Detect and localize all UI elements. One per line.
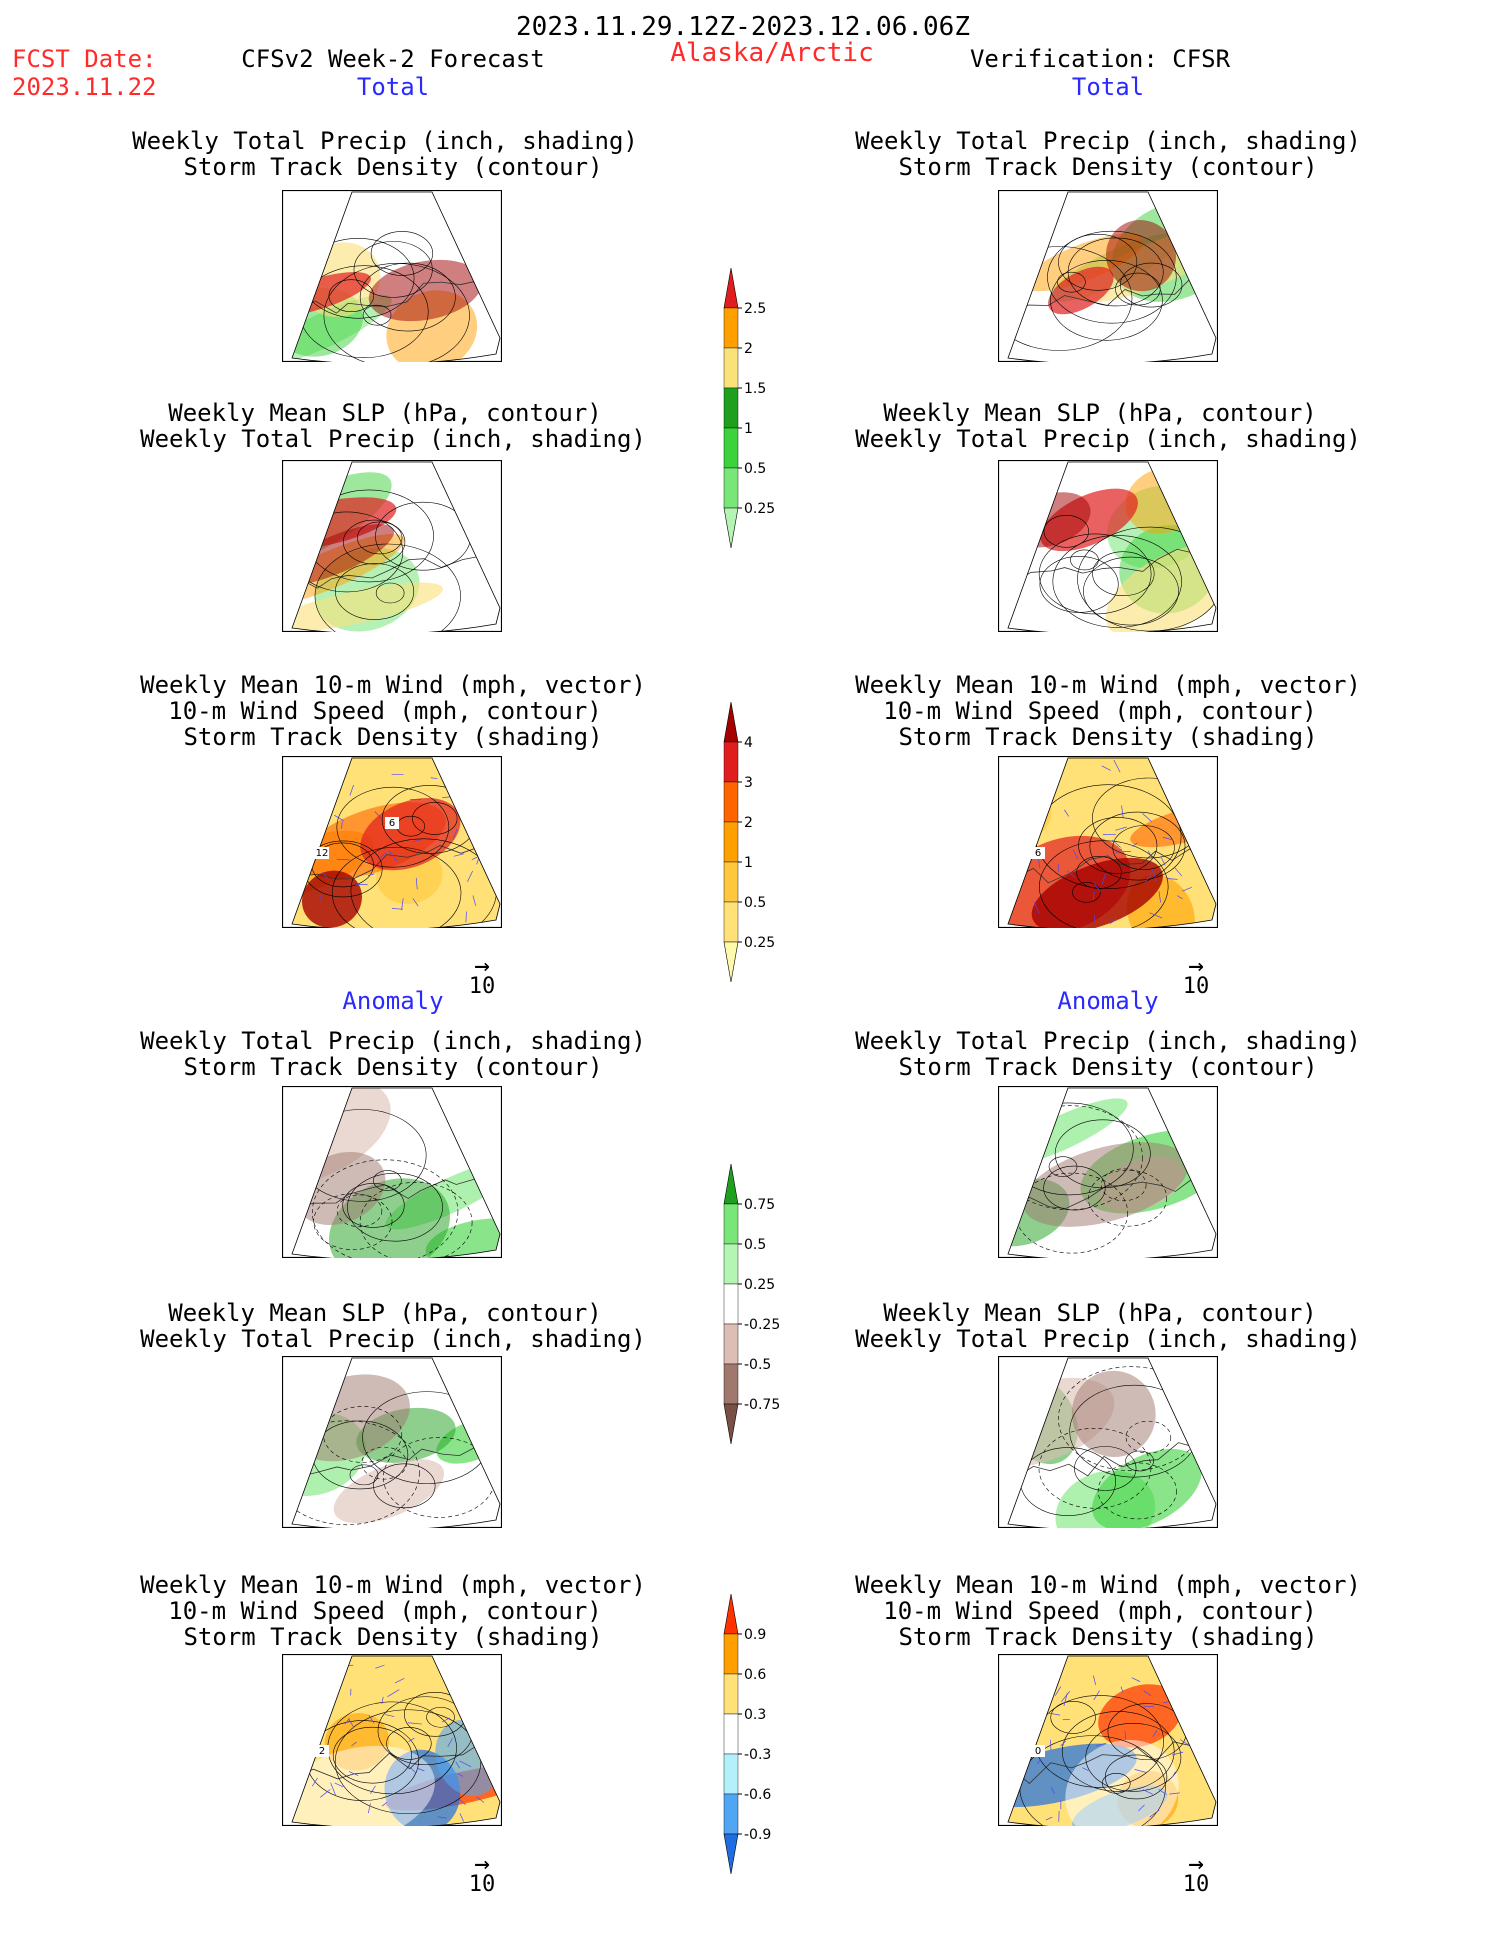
colorbar-tick-label: -0.25 (744, 1317, 780, 1333)
map-panel (282, 460, 502, 632)
title-r6-b: 10-m Wind Speed (mph, contour) (883, 1598, 1316, 1624)
colorbar-tick-label: 0.5 (744, 1237, 766, 1253)
colorbar-storm-total: 4 3 2 1 0.5 0.25 (720, 702, 800, 1046)
vector-reference: →10 (1166, 1854, 1226, 1896)
colorbar-tick-label: 0.5 (744, 895, 766, 911)
colorbar-tick-label: 0.25 (744, 1277, 775, 1293)
contour-label: 6 (389, 818, 395, 829)
vector-reference: →10 (452, 956, 512, 998)
colorbar-tick-label: 2.5 (744, 301, 766, 317)
right-anomaly-label: Anomaly (1057, 988, 1158, 1014)
title-r2-a: Weekly Mean SLP (hPa, contour) (883, 400, 1316, 426)
title-l6-b: 10-m Wind Speed (mph, contour) (168, 1598, 601, 1624)
title-r2-b: Weekly Total Precip (inch, shading) (855, 426, 1361, 452)
colorbar-tick-label: 0.6 (744, 1667, 766, 1683)
map-panel (282, 190, 502, 362)
title-l6-a: Weekly Mean 10-m Wind (mph, vector) (140, 1572, 646, 1598)
map-panel (998, 1086, 1218, 1258)
title-l2-a: Weekly Mean SLP (hPa, contour) (168, 400, 601, 426)
colorbar-tick-label: 0.9 (744, 1627, 766, 1643)
map-panel: 0 (998, 1654, 1218, 1826)
left-column-title: CFSv2 Week-2 Forecast (241, 46, 544, 72)
left-total-label: Total (357, 74, 429, 100)
colorbar-tick-label: 1.5 (744, 381, 766, 397)
title-l6-c: Storm Track Density (shading) (183, 1624, 602, 1650)
colorbar-tick-label: 4 (744, 735, 753, 751)
colorbar-tick-label: -0.9 (744, 1827, 771, 1843)
colorbar-precip-total: 2.5 2 1.5 1 0.5 0.25 (720, 268, 800, 612)
map-panel: 6 (998, 756, 1218, 928)
fcst-date-value: 2023.11.22 (12, 74, 157, 100)
map-panel (998, 1356, 1218, 1528)
title-r1-b: Storm Track Density (contour) (898, 154, 1317, 180)
period-title: 2023.11.29.12Z-2023.12.06.06Z (516, 14, 970, 40)
colorbar-tick-label: 1 (744, 855, 753, 871)
title-r5-a: Weekly Mean SLP (hPa, contour) (883, 1300, 1316, 1326)
vector-reference: →10 (452, 1854, 512, 1896)
title-r6-c: Storm Track Density (shading) (898, 1624, 1317, 1650)
title-l3-a: Weekly Mean 10-m Wind (mph, vector) (140, 672, 646, 698)
colorbar-precip-anomaly: 0.75 0.5 0.25 -0.25 -0.5 -0.75 (720, 1164, 800, 1508)
map-panel: 2 (282, 1654, 502, 1826)
right-total-label: Total (1072, 74, 1144, 100)
colorbar-tick-label: 0.25 (744, 501, 775, 517)
contour-label: 6 (1035, 848, 1041, 859)
left-anomaly-label: Anomaly (342, 988, 443, 1014)
title-l4-b: Storm Track Density (contour) (183, 1054, 602, 1080)
colorbar-tick-label: 3 (744, 775, 753, 791)
colorbar-tick-label: -0.6 (744, 1787, 771, 1803)
colorbar-tick-label: 0.3 (744, 1707, 766, 1723)
colorbar-tick-label: 0.5 (744, 461, 766, 477)
colorbar-tick-label: 1 (744, 421, 753, 437)
title-r3-a: Weekly Mean 10-m Wind (mph, vector) (855, 672, 1361, 698)
region-title: Alaska/Arctic (670, 40, 874, 66)
map-panel (282, 1356, 502, 1528)
title-l1-b: Storm Track Density (contour) (183, 154, 602, 180)
colorbar-storm-anomaly: 0.9 0.6 0.3 -0.3 -0.6 -0.9 (720, 1594, 800, 1938)
right-column-title: Verification: CFSR (970, 46, 1230, 72)
colorbar-tick-label: -0.75 (744, 1397, 780, 1413)
colorbar-tick-label: 2 (744, 341, 753, 357)
contour-label: 12 (316, 848, 329, 859)
colorbar-tick-label: -0.5 (744, 1357, 771, 1373)
title-r3-c: Storm Track Density (shading) (898, 724, 1317, 750)
title-l5-a: Weekly Mean SLP (hPa, contour) (168, 1300, 601, 1326)
contour-label: 2 (319, 1746, 325, 1757)
title-l3-c: Storm Track Density (shading) (183, 724, 602, 750)
colorbar-tick-label: 0.25 (744, 935, 775, 951)
map-panel (282, 1086, 502, 1258)
title-l4-a: Weekly Total Precip (inch, shading) (140, 1028, 646, 1054)
colorbar-tick-label: 0.75 (744, 1197, 775, 1213)
title-l2-b: Weekly Total Precip (inch, shading) (140, 426, 646, 452)
title-r6-a: Weekly Mean 10-m Wind (mph, vector) (855, 1572, 1361, 1598)
title-r4-b: Storm Track Density (contour) (898, 1054, 1317, 1080)
map-panel (998, 190, 1218, 362)
colorbar-tick-label: -0.3 (744, 1747, 771, 1763)
title-r1-a: Weekly Total Precip (inch, shading) (855, 128, 1361, 154)
vector-reference: →10 (1166, 956, 1226, 998)
colorbar-tick-label: 2 (744, 815, 753, 831)
map-panel (998, 460, 1218, 632)
fcst-date-label: FCST Date: (12, 46, 157, 72)
map-panel: 12 6 (282, 756, 502, 928)
contour-label: 0 (1035, 1746, 1041, 1757)
title-l1-a: Weekly Total Precip (inch, shading) (132, 128, 638, 154)
title-l3-b: 10-m Wind Speed (mph, contour) (168, 698, 601, 724)
title-r3-b: 10-m Wind Speed (mph, contour) (883, 698, 1316, 724)
title-l5-b: Weekly Total Precip (inch, shading) (140, 1326, 646, 1352)
title-r5-b: Weekly Total Precip (inch, shading) (855, 1326, 1361, 1352)
title-r4-a: Weekly Total Precip (inch, shading) (855, 1028, 1361, 1054)
